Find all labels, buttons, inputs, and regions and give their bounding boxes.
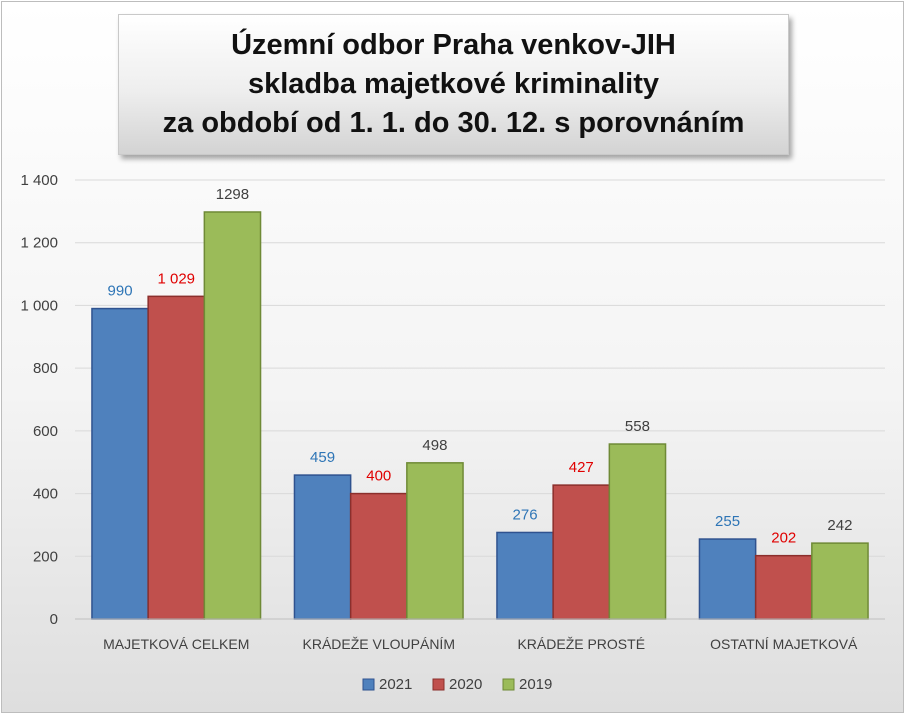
- data-labels: 990 1 029 1298 459 400 498 276 427 558 255 202 242: [108, 186, 853, 547]
- data-label: 427: [569, 459, 594, 476]
- data-label: 400: [366, 468, 391, 485]
- legend-label-2021: 2021: [379, 676, 412, 693]
- bar-2019: [811, 542, 869, 620]
- chart-title-box: Územní odbor Praha venkov-JIH skladba ma…: [118, 14, 789, 155]
- bar-2020: [552, 484, 611, 620]
- legend-swatch-2021: [362, 678, 375, 691]
- data-label: 1 029: [157, 270, 195, 287]
- y-tick-label: 400: [33, 486, 58, 503]
- x-category-label: KRÁDEŽE VLOUPÁNÍM: [303, 636, 455, 652]
- bar-2019: [608, 443, 667, 620]
- data-label: 1298: [216, 186, 249, 203]
- legend: 2021 2020 2019: [362, 676, 552, 693]
- legend-label-2019: 2019: [519, 676, 552, 693]
- data-label: 242: [827, 517, 852, 534]
- bar-2020: [349, 492, 408, 620]
- y-tick-label: 1 000: [20, 297, 58, 314]
- bar-2019: [203, 211, 262, 620]
- data-label: 202: [771, 530, 796, 547]
- y-tick-label: 1 400: [20, 172, 58, 189]
- y-tick-label: 600: [33, 423, 58, 440]
- y-tick-label: 0: [50, 611, 58, 628]
- legend-swatch-2020: [432, 678, 445, 691]
- legend-label-2020: 2020: [449, 676, 482, 693]
- bar-2021: [496, 531, 554, 620]
- y-axis-labels: 0 200 400 600 800 1 000 1 200 1 400: [20, 172, 58, 628]
- x-category-label: MAJETKOVÁ CELKEM: [103, 636, 249, 652]
- bar-2021: [293, 474, 352, 620]
- bars: [91, 211, 869, 620]
- bar-2020: [147, 295, 206, 620]
- data-label: 255: [715, 513, 740, 530]
- y-tick-label: 1 200: [20, 235, 58, 252]
- data-label: 459: [310, 449, 335, 466]
- data-label: 558: [625, 418, 650, 435]
- x-category-label: OSTATNÍ MAJETKOVÁ: [710, 636, 858, 652]
- bar-2019: [406, 462, 464, 620]
- bar-2021: [91, 307, 149, 620]
- bar-2020: [754, 554, 813, 620]
- data-label: 498: [422, 437, 447, 454]
- y-tick-label: 800: [33, 360, 58, 377]
- data-label: 276: [513, 506, 538, 523]
- bar-2021: [698, 538, 757, 620]
- legend-swatch-2019: [502, 678, 515, 691]
- chart-title-line-1: Územní odbor Praha venkov-JIH: [231, 29, 676, 61]
- y-tick-label: 200: [33, 548, 58, 565]
- chart-title-line-3: za období od 1. 1. do 30. 12. s porovnán…: [162, 107, 745, 139]
- data-label: 990: [108, 283, 133, 300]
- x-category-label: KRÁDEŽE PROSTÉ: [517, 636, 645, 652]
- chart-title-line-2: skladba majetkové kriminality: [247, 68, 660, 100]
- x-axis: MAJETKOVÁ CELKEM KRÁDEŽE VLOUPÁNÍM KRÁDEŽE…: [75, 618, 885, 652]
